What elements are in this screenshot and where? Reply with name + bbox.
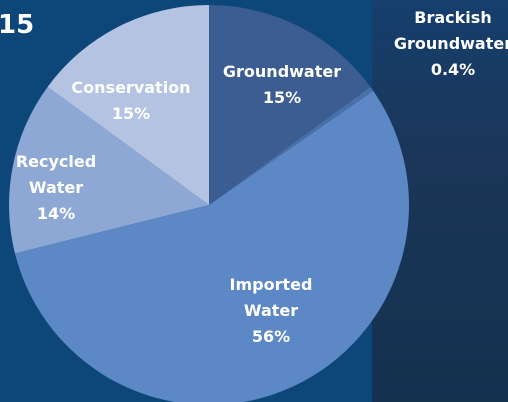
slice-label: Imported Water 56%: [206, 272, 336, 350]
pie-slice: [209, 86, 374, 205]
category-name: Brackish Groundwater: [393, 8, 508, 53]
value-label: 0.4%: [430, 60, 476, 79]
pie-slice: [8, 86, 210, 254]
slice-label: Conservation 15%: [61, 75, 201, 127]
pie-slice: [209, 5, 371, 205]
slice-label: Groundwater 15%: [207, 59, 357, 111]
chart-title: 15: [0, 10, 35, 40]
value-label: 15%: [262, 88, 302, 107]
category-name: Recycled Water: [15, 152, 97, 197]
pie-slice: [14, 90, 409, 402]
category-name: Groundwater: [222, 62, 342, 81]
value-label: 56%: [251, 327, 291, 346]
value-label: 15%: [111, 104, 151, 123]
slice-label: Recycled Water 14%: [6, 149, 106, 227]
slice-label: Brackish Groundwater 0.4%: [388, 5, 508, 83]
category-name: Conservation: [71, 78, 191, 97]
value-label: 14%: [36, 204, 76, 223]
category-name: Imported Water: [229, 275, 313, 320]
pie-slice: [47, 5, 209, 205]
